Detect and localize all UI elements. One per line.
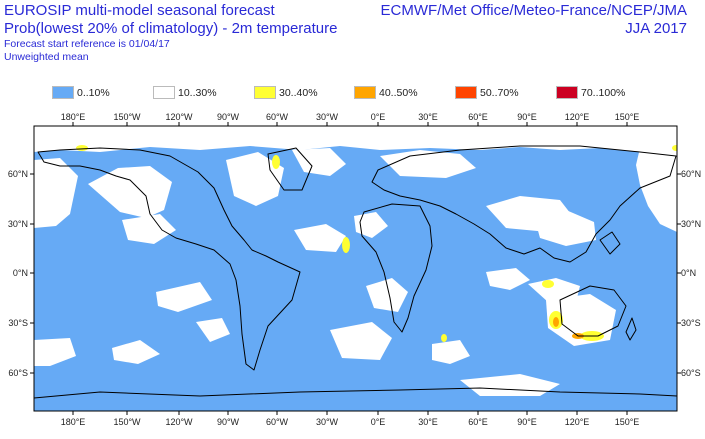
map-frame xyxy=(33,125,678,412)
legend-item-10-30: 10..30% xyxy=(153,86,217,99)
lon-label: 90°W xyxy=(217,112,240,122)
lon-labels-bottom: 180°E 150°W 120°W 90°W 60°W 30°W 0°E 30°… xyxy=(61,417,640,427)
lon-label: 120°E xyxy=(565,417,590,427)
legend-swatch-0-10 xyxy=(52,86,74,99)
lon-label: 180°E xyxy=(61,112,86,122)
lon-label: 60°W xyxy=(266,417,289,427)
legend-label-50-70: 50..70% xyxy=(480,86,519,99)
lon-label: 90°E xyxy=(517,112,537,122)
legend-swatch-50-70 xyxy=(455,86,477,99)
legend-swatch-70-100 xyxy=(556,86,578,99)
title-block: EUROSIP multi-model seasonal forecast Pr… xyxy=(4,2,337,64)
season-label: JJA 2017 xyxy=(625,20,687,37)
lon-label: 120°E xyxy=(565,112,590,122)
legend-label-70-100: 70..100% xyxy=(581,86,626,99)
lon-label: 120°W xyxy=(165,417,193,427)
lon-label: 150°W xyxy=(113,112,141,122)
legend-item-0-10: 0..10% xyxy=(52,86,110,99)
lon-label: 0°E xyxy=(371,417,386,427)
lon-label: 60°E xyxy=(468,417,488,427)
legend-label-10-30: 10..30% xyxy=(178,86,217,99)
lat-label: 30°S xyxy=(8,318,28,328)
legend-item-70-100: 70..100% xyxy=(556,86,625,99)
lon-label: 30°E xyxy=(418,112,438,122)
lon-labels-top: 180°E 150°W 120°W 90°W 60°W 30°W 0°E 30°… xyxy=(61,112,640,122)
legend-swatch-40-50 xyxy=(354,86,376,99)
lon-label: 150°E xyxy=(615,112,640,122)
lat-label: 30°S xyxy=(681,318,701,328)
lon-label: 90°W xyxy=(217,417,240,427)
legend-label-30-40: 30..40% xyxy=(279,86,318,99)
title-right-block: ECMWF/Met Office/Meteo-France/NCEP/JMA J… xyxy=(381,2,687,38)
lon-label: 120°W xyxy=(165,112,193,122)
lon-label: 60°W xyxy=(266,112,289,122)
mean-type-label: Unweighted mean xyxy=(4,51,89,63)
lon-label: 30°W xyxy=(316,417,339,427)
lon-label: 150°W xyxy=(113,417,141,427)
legend-label-0-10: 0..10% xyxy=(77,86,110,99)
lat-label: 60°S xyxy=(8,368,28,378)
lat-labels-left: 60°N 30°N 0°N 30°S 60°S xyxy=(8,169,28,378)
lat-labels-right: 60°N 30°N 0°N 30°S 60°S xyxy=(681,169,701,378)
lat-label: 30°N xyxy=(8,219,28,229)
legend-item-30-40: 30..40% xyxy=(254,86,318,99)
lat-label: 30°N xyxy=(681,219,701,229)
legend-swatch-30-40 xyxy=(254,86,276,99)
lon-label: 30°E xyxy=(418,417,438,427)
forecast-start-reference: Forecast start reference is 01/04/17 xyxy=(4,38,170,50)
legend-label-40-50: 40..50% xyxy=(379,86,418,99)
lon-label: 0°E xyxy=(371,112,386,122)
lat-label: 60°S xyxy=(681,368,701,378)
lat-label: 60°N xyxy=(8,169,28,179)
lat-label: 0°N xyxy=(13,268,28,278)
lat-label: 0°N xyxy=(681,268,696,278)
lon-label: 60°E xyxy=(468,112,488,122)
coastlines xyxy=(34,145,677,399)
map-title-line2: Prob(lowest 20% of climatology) - 2m tem… xyxy=(4,20,338,37)
map-title-line1: EUROSIP multi-model seasonal forecast xyxy=(4,2,275,19)
lat-label: 60°N xyxy=(681,169,701,179)
legend-swatch-10-30 xyxy=(153,86,175,99)
lon-label: 90°E xyxy=(517,417,537,427)
lon-label: 30°W xyxy=(316,112,339,122)
lon-label: 180°E xyxy=(61,417,86,427)
centres-label: ECMWF/Met Office/Meteo-France/NCEP/JMA xyxy=(380,2,687,19)
legend-item-50-70: 50..70% xyxy=(455,86,519,99)
probability-areas-10-30 xyxy=(34,126,677,396)
lon-label: 150°E xyxy=(615,417,640,427)
legend-item-40-50: 40..50% xyxy=(354,86,418,99)
legend: 0..10% 10..30% 30..40% 40..50% 50..70% 7… xyxy=(0,86,705,102)
tick-marks xyxy=(30,122,681,415)
